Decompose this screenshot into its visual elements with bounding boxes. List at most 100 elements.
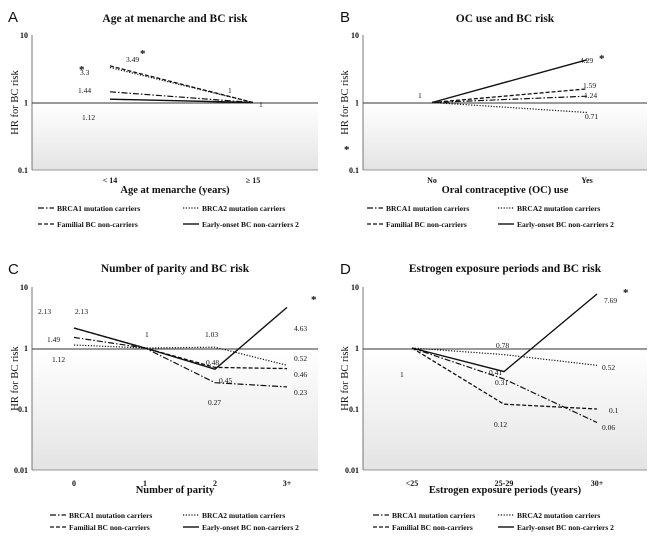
- data-label: 0.78: [496, 341, 509, 350]
- plot-area-upper: [32, 35, 318, 103]
- series-line-early-onset-bc-non-carriers-2: [73, 306, 288, 370]
- series-line-brca2-mutation-carriers: [109, 66, 254, 104]
- data-label: 0.12: [494, 420, 507, 429]
- x-tick-label: 25-29: [495, 479, 514, 488]
- plot-area-upper: [363, 287, 647, 349]
- legend-entry: BRCA2 mutation carriers: [517, 204, 600, 213]
- plot-area-lower: [32, 103, 318, 170]
- panel-letter: A: [8, 9, 18, 26]
- data-label: 1.44: [78, 86, 91, 95]
- series-line-early-onset-bc-non-carriers-2: [109, 98, 254, 104]
- y-tick-label: 0.01: [14, 466, 28, 475]
- y-tick-label: 1: [355, 344, 359, 353]
- data-label: 4.29: [580, 56, 593, 65]
- y-axis-title: HR for BC risk: [10, 70, 21, 135]
- legend: BRCA1 mutation carriers BRCA2 mutation ca…: [373, 511, 614, 532]
- data-label: 0.1: [609, 406, 619, 415]
- series-line-brca1-mutation-carriers: [431, 95, 588, 104]
- y-axis-title: HR for BC risk: [340, 346, 351, 411]
- x-tick-label: 0: [72, 479, 76, 488]
- x-tick-label: < 14: [103, 176, 118, 185]
- data-label: 1.12: [52, 355, 65, 364]
- significance-star: *: [79, 64, 85, 76]
- x-tick-label: 3+: [283, 479, 292, 488]
- data-label: 4.63: [294, 324, 307, 333]
- x-tick-label: 1: [143, 479, 147, 488]
- data-label: 0.41: [489, 368, 502, 377]
- legend-entry: Familial BC non-carriers: [69, 523, 150, 532]
- data-label: 0.31: [495, 378, 508, 387]
- plot-area-upper: [363, 35, 647, 103]
- data-label: 0.46: [294, 370, 307, 379]
- x-tick-label: 30+: [591, 479, 604, 488]
- series-line-brca1-mutation-carriers: [73, 336, 288, 388]
- data-label: 0.06: [602, 423, 615, 432]
- data-label: 0.27: [208, 398, 221, 407]
- y-tick-label: 10: [20, 283, 28, 292]
- y-tick-label: 10: [20, 31, 28, 40]
- significance-star: *: [344, 144, 350, 156]
- significance-star: *: [599, 53, 605, 65]
- data-label: 1.49: [47, 335, 60, 344]
- legend-entry: BRCA2 mutation carriers: [202, 204, 285, 213]
- data-label: 2.13: [38, 307, 51, 316]
- y-tick-label: 1: [24, 99, 28, 108]
- legend: BRCA1 mutation carriers BRCA2 mutation ca…: [38, 204, 299, 229]
- chart-title: Age at menarche and BC risk: [102, 13, 248, 25]
- chart-title: Number of parity and BC risk: [101, 263, 250, 275]
- y-tick-label: 10: [351, 283, 359, 292]
- series-line-early-onset-bc-non-carriers-2: [411, 293, 598, 373]
- legend-entry: BRCA2 mutation carriers: [517, 511, 600, 520]
- y-tick-label: 1: [355, 99, 359, 108]
- data-label: 1: [145, 330, 149, 339]
- data-label: 0.45: [219, 376, 232, 385]
- data-label: 1.24: [584, 91, 597, 100]
- legend-entry: Early-onset BC non-carriers 2: [202, 220, 299, 229]
- x-tick-label: 2: [213, 479, 217, 488]
- legend-entry: BRCA1 mutation carriers: [57, 204, 140, 213]
- panel-b: 0.1 1 10 No Yes B OC use and BC risk Oral contr…: [340, 9, 647, 229]
- plot-area-lower: [32, 349, 318, 470]
- series-line-familial-bc-non-carriers: [411, 347, 598, 410]
- data-label: 1: [228, 86, 232, 95]
- legend-entry: Familial BC non-carriers: [57, 220, 138, 229]
- data-label: 3.3: [80, 68, 90, 77]
- panel-letter: B: [340, 9, 350, 26]
- y-axis-title: HR for BC risk: [340, 70, 351, 135]
- significance-star: *: [623, 287, 629, 299]
- y-axis-title: HR for BC risk: [10, 346, 21, 411]
- significance-star: *: [311, 294, 317, 306]
- data-label: 1.59: [583, 81, 596, 90]
- legend-entry: Familial BC non-carriers: [386, 220, 467, 229]
- chart-title: OC use and BC risk: [456, 13, 555, 25]
- series-line-brca2-mutation-carriers: [431, 101, 588, 114]
- data-label: 2.13: [75, 307, 88, 316]
- panel-letter: C: [8, 261, 19, 278]
- y-tick-label: 0.1: [18, 405, 28, 414]
- panel-d: 0.01 0.1 1 10 <25 25-29 30+ D Estrogen exposure …: [340, 261, 647, 532]
- x-axis-title: Age at menarche (years): [120, 185, 230, 196]
- panel-letter: D: [340, 261, 351, 278]
- y-tick-label: 0.1: [18, 166, 28, 175]
- plot-area-lower: [363, 349, 647, 470]
- legend-entry: BRCA2 mutation carriers: [202, 511, 285, 520]
- data-label: 0.71: [585, 112, 598, 121]
- data-label: 1: [400, 370, 404, 379]
- x-tick-label: No: [427, 176, 437, 185]
- y-tick-label: 0.1: [349, 166, 359, 175]
- data-label: 0.52: [602, 363, 615, 372]
- legend: BRCA1 mutation carriers BRCA2 mutation ca…: [50, 511, 299, 532]
- data-label: 3.49: [126, 55, 139, 64]
- legend-entry: Early-onset BC non-carriers 2: [517, 523, 614, 532]
- y-tick-label: 0.01: [345, 466, 359, 475]
- x-axis-title: Estrogen exposure periods (years): [429, 485, 582, 496]
- data-label: 1.12: [82, 113, 95, 122]
- data-label: 0.23: [294, 388, 307, 397]
- data-label: 1.03: [205, 330, 218, 339]
- x-axis-title: Number of parity: [136, 485, 215, 496]
- x-axis-title: Oral contraceptive (OC) use: [442, 185, 569, 196]
- y-tick-label: 10: [351, 31, 359, 40]
- y-tick-label: 0.1: [349, 405, 359, 414]
- data-label: 0.48: [206, 358, 219, 367]
